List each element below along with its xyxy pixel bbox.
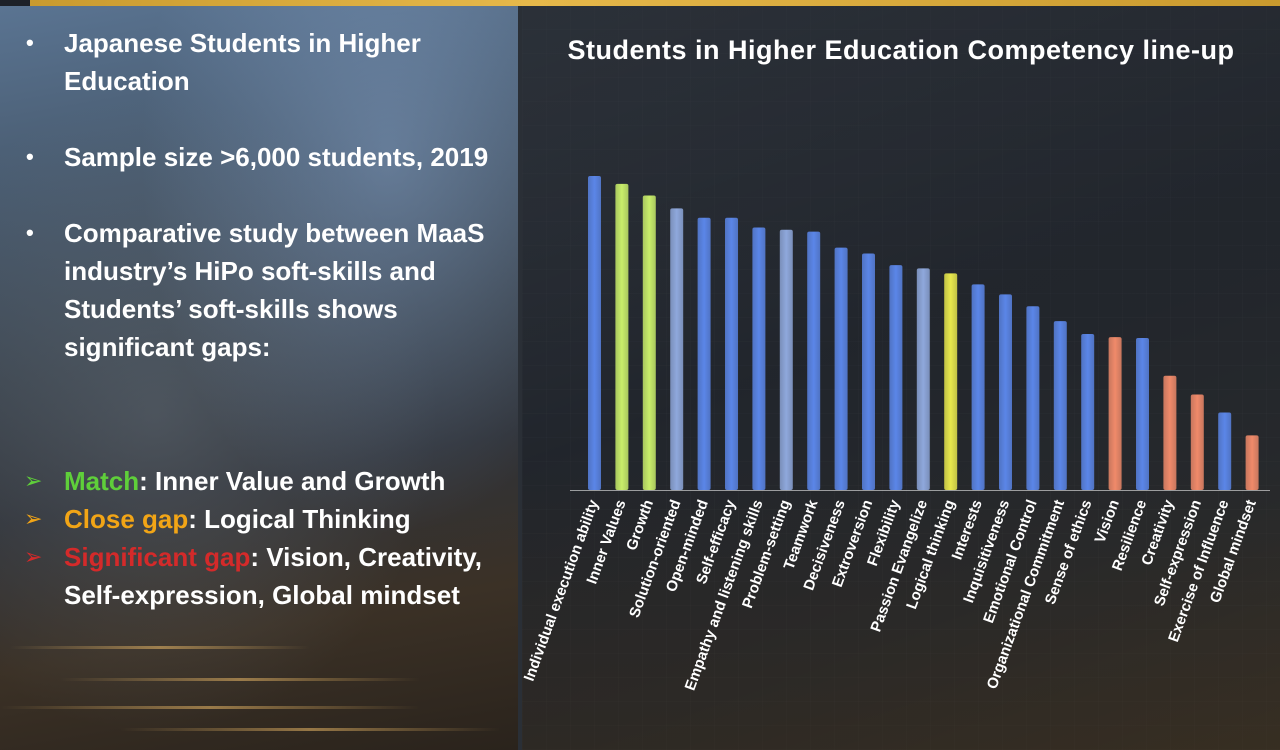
bar-emotional-control: [1026, 306, 1040, 490]
bar-inquisitiveness: [999, 294, 1012, 490]
bar-logical-thinking: [944, 273, 958, 490]
bullet-sample-size: • Sample size >6,000 students, 2019: [24, 138, 514, 176]
bar-problem-setting: [779, 229, 793, 490]
top-accent-bar: [30, 0, 1280, 6]
bullet-population: • Japanese Students in Higher Education: [24, 24, 514, 100]
arrow-icon: ➢: [24, 544, 43, 569]
gap-label-match: Match: [64, 466, 140, 496]
summary-bullet-list: • Japanese Students in Higher Education …: [24, 24, 514, 404]
bar-global-mindset: [1245, 435, 1259, 490]
bar-organizational-commitment: [1053, 321, 1067, 490]
bullet-text: Sample size >6,000 students, 2019: [64, 142, 489, 172]
gap-text: : Logical Thinking: [188, 504, 411, 534]
bar-solution-oriented: [670, 208, 684, 491]
bar-flexibility: [889, 265, 903, 490]
bar-teamwork: [807, 231, 821, 490]
panel-divider: [518, 6, 522, 750]
bullet-comparative-study: • Comparative study between MaaS industr…: [24, 214, 514, 366]
x-tick-label: Vision: [1092, 498, 1123, 546]
gap-summary: ➢ Match: Inner Value and Growth ➢ Close …: [24, 462, 514, 614]
bullet-dot-icon: •: [26, 30, 34, 55]
bullet-text: Japanese Students in Higher Education: [64, 28, 421, 96]
bar-inner-values: [615, 183, 629, 490]
bar-passion-evangelize: [916, 268, 930, 490]
bar-open-minded: [697, 217, 711, 490]
light-streak: [120, 728, 500, 731]
light-streak: [60, 678, 420, 681]
light-streak: [0, 706, 420, 709]
bar-resilience: [1136, 338, 1149, 490]
bullet-text: Comparative study between MaaS industry’…: [64, 218, 485, 362]
bar-exercise-of-influence: [1218, 412, 1232, 490]
bullet-dot-icon: •: [26, 144, 34, 169]
gap-text: : Inner Value and Growth: [139, 466, 446, 496]
gap-label-close: Close gap: [64, 504, 189, 534]
bar-growth: [642, 195, 656, 490]
bar-self-expression: [1190, 394, 1204, 490]
gap-text: : Vision, Creativity, Self-expression, G…: [64, 542, 483, 610]
bar-creativity: [1163, 375, 1177, 490]
bar-interests: [971, 284, 985, 490]
bar-sense-of-ethics: [1081, 333, 1095, 490]
gap-label-significant: Significant gap: [64, 542, 251, 572]
gap-row-close: ➢ Close gap: Logical Thinking: [24, 500, 514, 538]
left-panel-background: [0, 6, 518, 750]
chart-title-text: Students in Higher Education Competency …: [567, 35, 1235, 65]
bullet-dot-icon: •: [26, 220, 34, 245]
arrow-icon: ➢: [24, 468, 43, 493]
bar-empathy-and-listening-skills: [752, 227, 766, 490]
arrow-icon: ➢: [24, 506, 43, 531]
x-tick-label: Individual execution ability: [522, 497, 602, 684]
bar-decisiveness: [834, 247, 848, 490]
gap-row-match: ➢ Match: Inner Value and Growth: [24, 462, 514, 500]
gap-row-significant: ➢ Significant gap: Vision, Creativity, S…: [24, 538, 514, 614]
bar-extroversion: [862, 253, 875, 490]
bar-vision: [1108, 337, 1122, 490]
bar-self-efficacy: [725, 217, 738, 490]
chart-title: Students in Higher Education Competency …: [522, 28, 1280, 72]
bar-individual-execution-ability: [588, 176, 601, 490]
light-streak: [10, 646, 310, 649]
